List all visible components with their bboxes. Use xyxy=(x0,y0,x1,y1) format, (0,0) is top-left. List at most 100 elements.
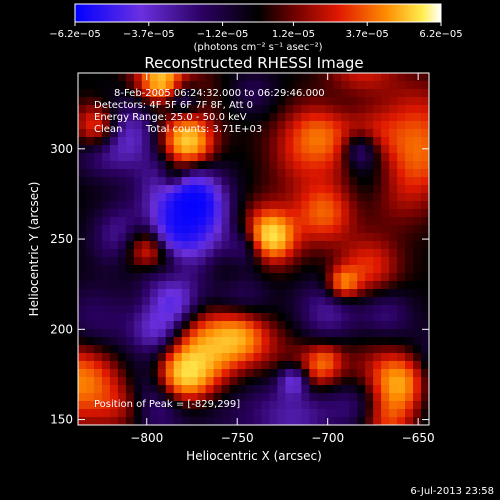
heatmap-cell xyxy=(357,185,366,194)
heatmap-cell xyxy=(373,385,382,394)
heatmap-cell xyxy=(389,233,398,242)
heatmap-cell xyxy=(189,129,199,138)
heatmap-cell xyxy=(301,145,310,154)
heatmap-cell xyxy=(109,169,119,178)
heatmap-cell xyxy=(197,289,207,298)
heatmap-cell xyxy=(405,409,414,418)
heatmap-cell xyxy=(317,113,326,122)
heatmap-cell xyxy=(373,337,382,346)
heatmap-cell xyxy=(213,289,223,298)
heatmap-cell xyxy=(173,401,183,410)
heatmap-cell xyxy=(253,257,263,266)
heatmap-cell xyxy=(213,81,223,90)
heatmap-cell xyxy=(389,273,398,282)
heatmap-cell xyxy=(413,145,422,154)
info-energy-range: Energy Range: 25.0 - 50.0 keV xyxy=(94,112,247,123)
heatmap-cell xyxy=(405,73,414,82)
heatmap-cell xyxy=(405,193,414,202)
heatmap-cell xyxy=(149,273,159,282)
heatmap-cell xyxy=(349,361,358,370)
heatmap-cell xyxy=(221,377,231,386)
heatmap-cell xyxy=(381,273,390,282)
heatmap-cell xyxy=(237,265,247,274)
heatmap-cell xyxy=(405,241,414,250)
heatmap-cell xyxy=(421,385,429,394)
heatmap-cell xyxy=(93,97,103,106)
heatmap-cell xyxy=(141,193,151,202)
heatmap-cell xyxy=(293,177,302,186)
heatmap-cell xyxy=(293,257,302,266)
heatmap-cell xyxy=(349,241,358,250)
heatmap-cell xyxy=(85,201,95,210)
heatmap-cell xyxy=(117,313,127,322)
heatmap-cell xyxy=(341,233,350,242)
heatmap-cell xyxy=(365,257,374,266)
heatmap-cell xyxy=(101,121,111,130)
heatmap-cell xyxy=(93,89,103,98)
heatmap-cell xyxy=(78,369,87,378)
heatmap-cell xyxy=(229,113,239,122)
heatmap-cell xyxy=(229,377,239,386)
heatmap-cell xyxy=(421,361,429,370)
heatmap-cell xyxy=(189,73,199,82)
heatmap-cell xyxy=(293,345,302,354)
heatmap-cell xyxy=(261,201,271,210)
heatmap-cell xyxy=(173,73,183,82)
heatmap-cell xyxy=(397,409,406,418)
heatmap-cell xyxy=(341,393,350,402)
heatmap-cell xyxy=(277,305,287,314)
heatmap-cell xyxy=(269,393,279,402)
heatmap-cell xyxy=(141,345,151,354)
heatmap-cell xyxy=(269,185,279,194)
heatmap-cell xyxy=(213,241,223,250)
heatmap-cell xyxy=(261,265,271,274)
heatmap-cell xyxy=(133,361,143,370)
heatmap-cell xyxy=(285,313,294,322)
heatmap-cell xyxy=(389,201,398,210)
heatmap-cell xyxy=(173,353,183,362)
heatmap-cell xyxy=(405,281,414,290)
heatmap-cell xyxy=(389,209,398,218)
heatmap-cell xyxy=(309,273,318,282)
heatmap-cell xyxy=(285,297,294,306)
heatmap-cell xyxy=(117,345,127,354)
heatmap-cell xyxy=(381,393,390,402)
heatmap-cell xyxy=(301,169,310,178)
heatmap-cell xyxy=(285,361,294,370)
heatmap-cell xyxy=(213,193,223,202)
heatmap-cell xyxy=(213,217,223,226)
heatmap-cell xyxy=(221,361,231,370)
heatmap-cell xyxy=(349,257,358,266)
heatmap-cell xyxy=(85,241,95,250)
heatmap-cell xyxy=(333,417,342,425)
heatmap-cell xyxy=(325,121,334,130)
heatmap-cell xyxy=(293,73,302,82)
heatmap-cell xyxy=(205,321,215,330)
heatmap-cell xyxy=(141,321,151,330)
heatmap-cell xyxy=(189,385,199,394)
heatmap-cell xyxy=(245,225,255,234)
heatmap-cell xyxy=(293,241,302,250)
heatmap-cell xyxy=(85,409,95,418)
heatmap-cell xyxy=(141,273,151,282)
heatmap-cell xyxy=(253,273,263,282)
heatmap-cell xyxy=(373,129,382,138)
heatmap-cell xyxy=(317,409,326,418)
heatmap-cell xyxy=(181,321,191,330)
heatmap-cell xyxy=(133,137,143,146)
heatmap-cell xyxy=(197,201,207,210)
heatmap-cell xyxy=(149,97,159,106)
heatmap-cell xyxy=(101,265,111,274)
colorbar-tick-label: −6.2e−05 xyxy=(49,29,101,40)
heatmap-cell xyxy=(189,249,199,258)
heatmap-cell xyxy=(221,201,231,210)
heatmap-cell xyxy=(277,265,287,274)
heatmap-cell xyxy=(373,417,382,425)
heatmap-cell xyxy=(157,361,167,370)
heatmap-cell xyxy=(357,377,366,386)
heatmap-cell xyxy=(285,353,294,362)
heatmap-cell xyxy=(405,177,414,186)
heatmap-cell xyxy=(349,201,358,210)
heatmap-cell xyxy=(78,345,87,354)
heatmap-cell xyxy=(293,89,302,98)
